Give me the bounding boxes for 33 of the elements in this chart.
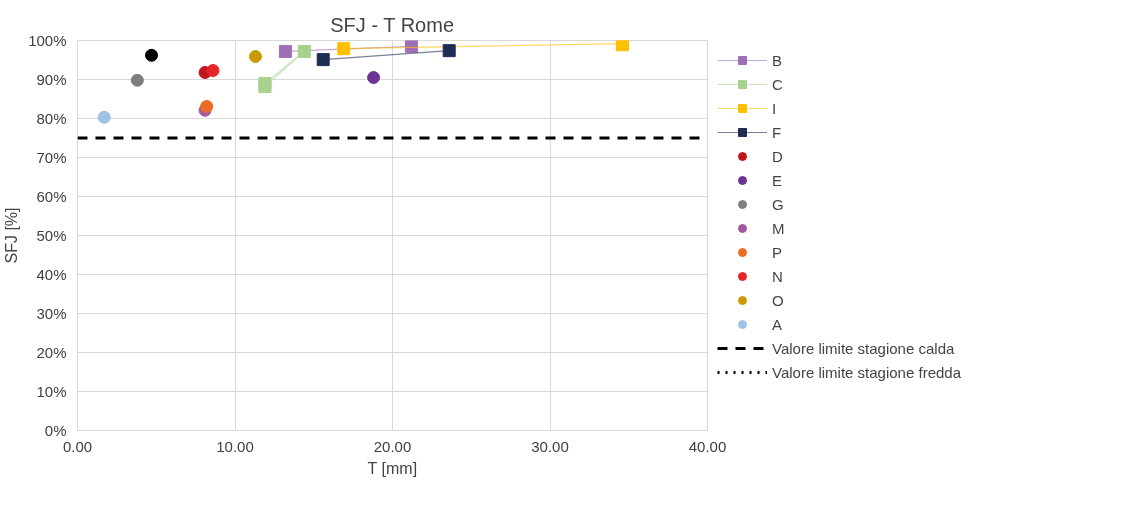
x-axis-title: T [mm] <box>367 459 418 477</box>
legend-label: E <box>772 171 783 189</box>
legend-label: N <box>772 267 784 285</box>
y-tick-label: 60% <box>36 188 67 205</box>
legend-label: B <box>772 51 783 69</box>
legend-label: D <box>772 147 784 165</box>
x-tick-label: 40.00 <box>688 437 727 455</box>
legend-label: O <box>772 291 785 309</box>
legend-label: I <box>772 99 778 117</box>
x-tick-label: 0.00 <box>62 437 93 455</box>
y-tick-label: 50% <box>36 227 67 244</box>
y-tick-label: 40% <box>36 266 67 283</box>
y-tick-label: 70% <box>36 149 67 166</box>
legend-label: Valore limite stagione calda <box>772 339 955 357</box>
y-tick-label: 10% <box>36 383 67 400</box>
y-tick-label: 80% <box>36 110 67 127</box>
y-axis-title: SFJ [%] <box>3 207 21 264</box>
y-tick-label: 100% <box>28 32 67 49</box>
x-tick-label: 20.00 <box>373 437 412 455</box>
legend-label: G <box>772 195 785 213</box>
y-tick-label: 90% <box>36 71 67 88</box>
chart-title: SFJ - T Rome <box>330 13 455 36</box>
y-tick-label: 30% <box>36 305 67 322</box>
legend-label: F <box>772 123 783 141</box>
x-tick-label: 30.00 <box>531 437 569 455</box>
legend-label: C <box>772 75 784 93</box>
x-tick-label: 10.00 <box>216 437 254 455</box>
y-tick-label: 20% <box>36 344 67 361</box>
legend-label: M <box>772 219 786 237</box>
y-tick-label: 0% <box>44 422 67 439</box>
text: Valore limite stagione fredda <box>772 363 961 381</box>
legend-label: P <box>772 243 783 261</box>
legend-label: A <box>772 315 783 333</box>
